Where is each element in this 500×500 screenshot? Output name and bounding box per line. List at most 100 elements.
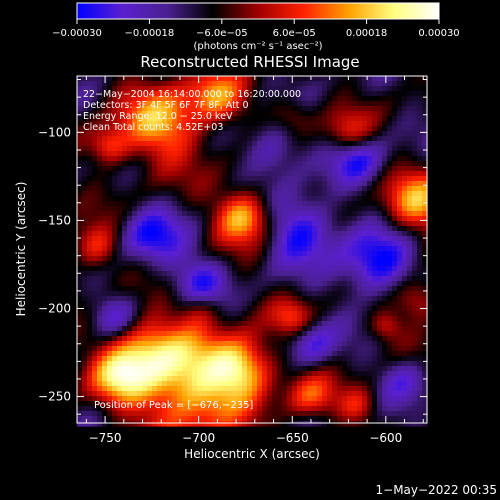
heatmap-cell (182, 226, 188, 232)
heatmap-cell (342, 166, 348, 172)
heatmap-cell (122, 241, 128, 247)
heatmap-cell (232, 186, 238, 192)
heatmap-cell (77, 356, 83, 362)
heatmap-cell (402, 206, 408, 212)
heatmap-cell (207, 96, 213, 102)
heatmap-cell (347, 171, 353, 177)
heatmap-cell (332, 101, 338, 107)
heatmap-cell (162, 126, 168, 132)
heatmap-cell (307, 261, 313, 267)
heatmap-cell (317, 121, 323, 127)
heatmap-cell (297, 101, 303, 107)
heatmap-cell (242, 156, 248, 162)
heatmap-cell (267, 391, 273, 397)
heatmap-cell (267, 301, 273, 307)
heatmap-cell (107, 341, 113, 347)
heatmap-cell (142, 191, 148, 197)
heatmap-cell (372, 201, 378, 207)
heatmap-cell (342, 96, 348, 102)
heatmap-cell (127, 216, 133, 222)
heatmap-cell (147, 116, 153, 122)
heatmap-cell (167, 116, 173, 122)
heatmap-cell (167, 121, 173, 127)
heatmap-cell (272, 251, 278, 257)
heatmap-cell (222, 191, 228, 197)
heatmap-cell (367, 286, 373, 292)
heatmap-cell (187, 311, 193, 317)
heatmap-cell (227, 101, 233, 107)
heatmap-cell (277, 106, 283, 112)
heatmap-cell (237, 126, 243, 132)
heatmap-cell (387, 106, 393, 112)
heatmap-cell (307, 156, 313, 162)
heatmap-cell (337, 381, 343, 387)
heatmap-cell (197, 131, 203, 137)
heatmap-cell (282, 266, 288, 272)
heatmap-cell (202, 216, 208, 222)
heatmap-cell (157, 311, 163, 317)
heatmap-cell (367, 291, 373, 297)
heatmap-cell (257, 196, 263, 202)
heatmap-cell (192, 371, 198, 377)
heatmap-cell (242, 81, 248, 87)
heatmap-cell (212, 161, 218, 167)
heatmap-cell (362, 161, 368, 167)
heatmap-cell (127, 411, 133, 417)
heatmap-cell (282, 236, 288, 242)
heatmap-cell (152, 256, 158, 262)
heatmap-cell (272, 331, 278, 337)
heatmap-cell (227, 241, 233, 247)
heatmap-cell (247, 106, 253, 112)
heatmap-cell (417, 211, 423, 217)
heatmap-cell (322, 316, 328, 322)
heatmap-cell (262, 236, 268, 242)
heatmap-cell (342, 186, 348, 192)
heatmap-cell (377, 91, 383, 97)
heatmap-cell (332, 261, 338, 267)
heatmap-cell (397, 336, 403, 342)
heatmap-cell (347, 216, 353, 222)
heatmap-cell (237, 361, 243, 367)
heatmap-cell (257, 141, 263, 147)
heatmap-cell (142, 121, 148, 127)
heatmap-cell (352, 201, 358, 207)
heatmap-cell (197, 396, 203, 402)
heatmap-cell (182, 306, 188, 312)
heatmap-cell (402, 196, 408, 202)
heatmap-cell (112, 181, 118, 187)
heatmap-cell (232, 206, 238, 212)
heatmap-cell (392, 146, 398, 152)
heatmap-cell (377, 421, 383, 427)
heatmap-cell (172, 176, 178, 182)
heatmap-cell (132, 271, 138, 277)
heatmap-cell (87, 296, 93, 302)
heatmap-cell (372, 246, 378, 252)
heatmap-cell (287, 251, 293, 257)
heatmap-cell (112, 391, 118, 397)
heatmap-cell (232, 266, 238, 272)
heatmap-cell (222, 171, 228, 177)
heatmap-cell (297, 376, 303, 382)
heatmap-cell (372, 151, 378, 157)
heatmap-cell (307, 161, 313, 167)
heatmap-cell (397, 181, 403, 187)
heatmap-cell (352, 391, 358, 397)
heatmap-cell (262, 186, 268, 192)
heatmap-cell (257, 341, 263, 347)
heatmap-cell (277, 391, 283, 397)
heatmap-cell (392, 391, 398, 397)
heatmap-cell (92, 76, 98, 82)
heatmap-cell (337, 156, 343, 162)
heatmap-cell (282, 161, 288, 167)
heatmap-cell (167, 351, 173, 357)
heatmap-cell (177, 341, 183, 347)
heatmap-cell (307, 336, 313, 342)
heatmap-cell (167, 246, 173, 252)
heatmap-cell (217, 201, 223, 207)
heatmap-cell (137, 391, 143, 397)
heatmap-cell (237, 396, 243, 402)
heatmap-cell (362, 406, 368, 412)
heatmap-cell (252, 151, 258, 157)
heatmap-cell (247, 96, 253, 102)
heatmap-cell (332, 256, 338, 262)
